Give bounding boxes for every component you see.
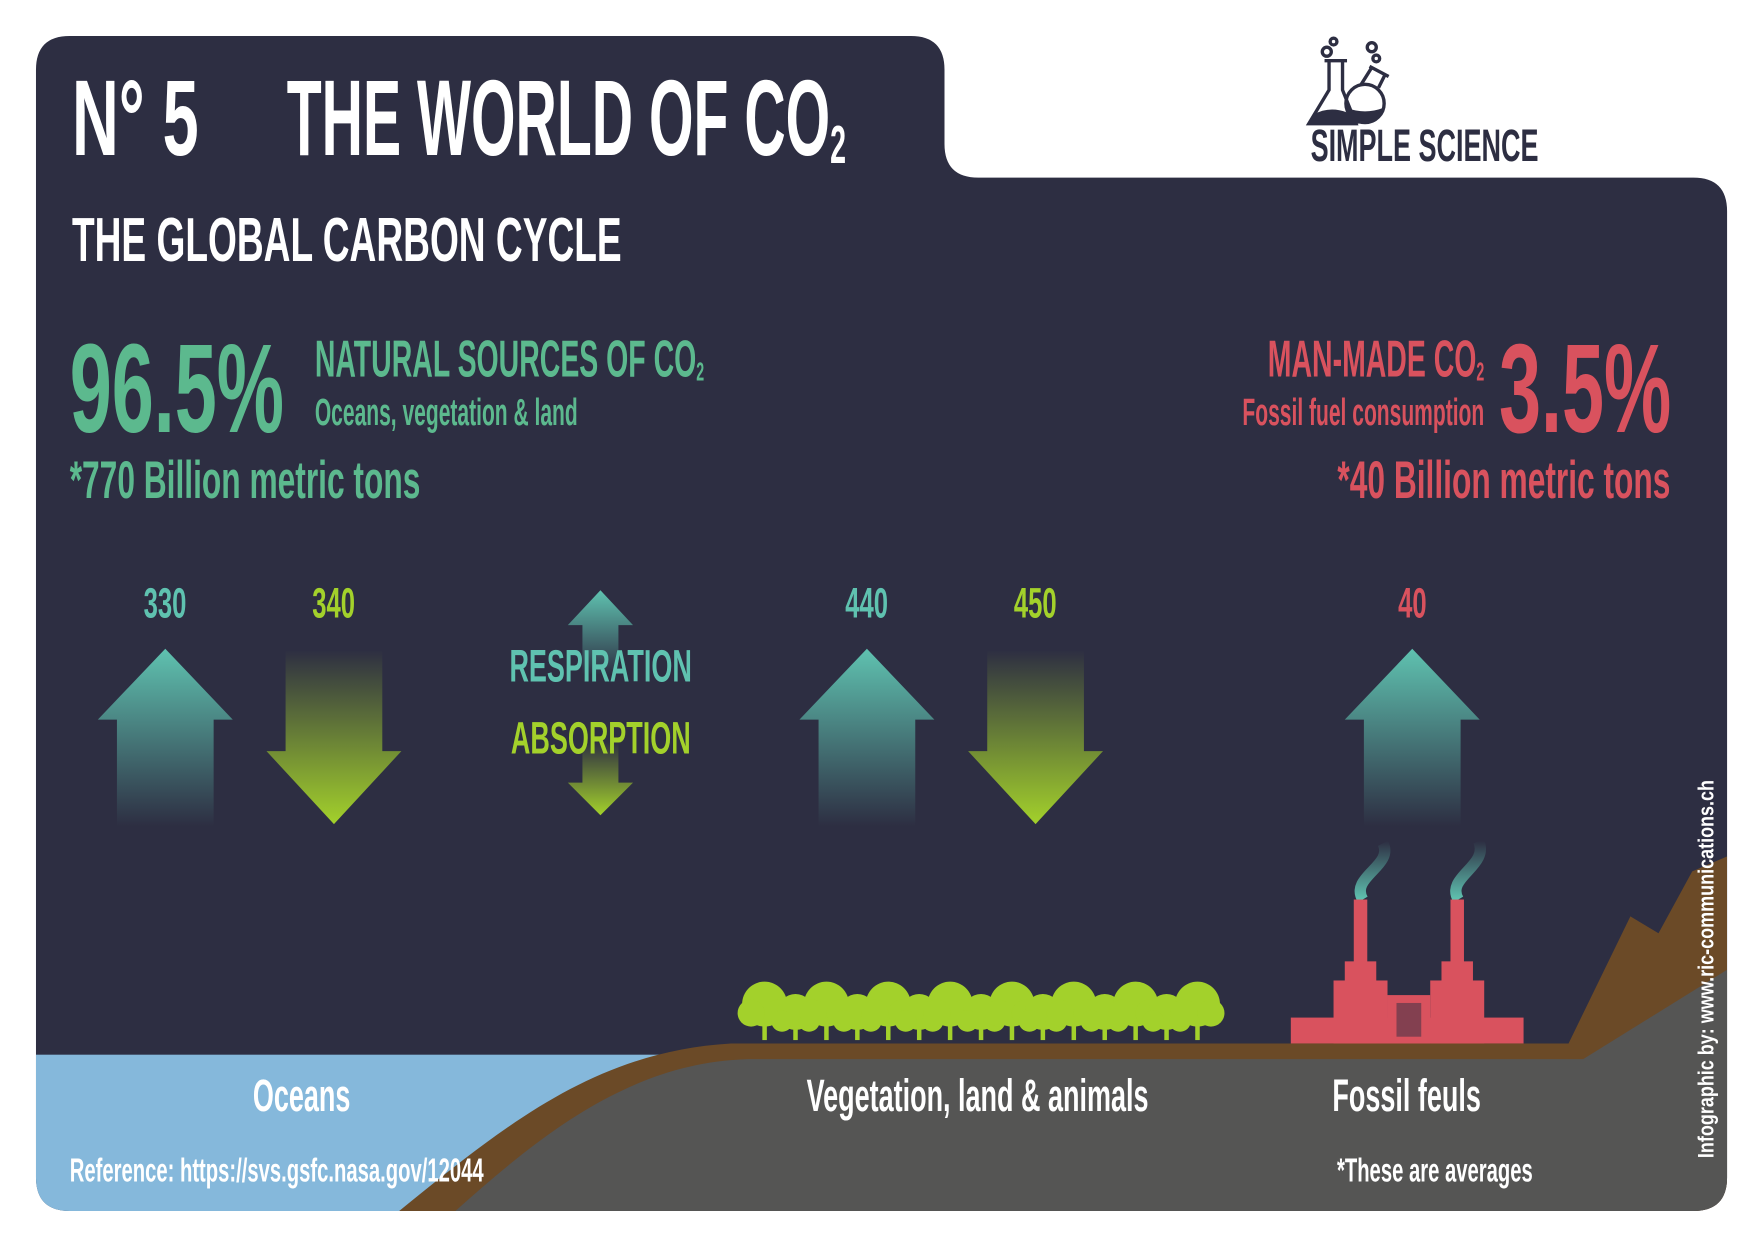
absorption-arrow-icon — [567, 742, 634, 816]
up-arrow-icon — [799, 648, 935, 827]
respiration-arrow-icon — [567, 590, 634, 675]
legend-respiration: RESPIRATION — [509, 642, 692, 692]
down-arrow-icon — [968, 649, 1104, 825]
natural-amount: *770 Billion metric tons — [69, 449, 421, 510]
manmade-label: MAN-MADE CO2 — [1267, 329, 1485, 388]
issue-number: N° 5 — [71, 58, 199, 179]
natural-detail: Oceans, vegetation & land — [314, 391, 578, 435]
factory — [1290, 838, 1524, 1044]
flasks-icon — [1305, 36, 1390, 126]
flow-value: 440 — [845, 580, 889, 628]
ground — [455, 966, 1728, 1211]
logo: SIMPLE SCIENCE — [1235, 34, 1538, 169]
region-vegetation: Vegetation, land & animals — [806, 1071, 1149, 1122]
manmade-detail: Fossil fuel consumption — [1242, 391, 1485, 435]
subtitle: THE GLOBAL CARBON CYCLE — [71, 204, 622, 275]
flow-value: 330 — [143, 580, 187, 628]
region-fossil: Fossil feuls — [1332, 1071, 1481, 1122]
credit-text: Infographic by: www.ric-communications.c… — [1694, 779, 1720, 1159]
averages-note: *These are averages — [1336, 1152, 1533, 1190]
natural-label: NATURAL SOURCES OF CO2 — [314, 329, 705, 388]
tree-icon — [1170, 981, 1225, 1041]
reference-text: Reference: https://svs.gsfc.nasa.gov/120… — [69, 1152, 484, 1190]
flow-value: 40 — [1397, 580, 1427, 628]
manmade-percent: 3.5% — [1498, 318, 1671, 459]
flow-value: 340 — [312, 580, 356, 628]
legend-absorption: ABSORPTION — [510, 713, 691, 764]
up-arrow-icon — [1344, 648, 1480, 827]
down-arrow-icon — [266, 649, 402, 825]
region-oceans: Oceans — [252, 1071, 351, 1122]
natural-percent: 96.5% — [69, 318, 284, 459]
trees — [737, 981, 1225, 1041]
manmade-amount: *40 Billion metric tons — [1337, 449, 1671, 510]
page-title: THE WORLD OF CO2 — [286, 58, 847, 179]
up-arrow-icon — [97, 648, 233, 827]
flow-value: 450 — [1014, 580, 1057, 628]
